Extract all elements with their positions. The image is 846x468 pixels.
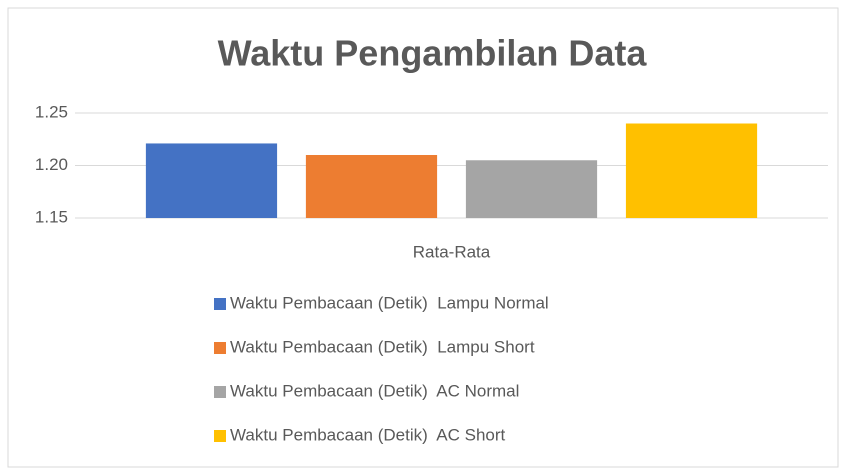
y-tick-label: 1.15 (35, 207, 68, 226)
chart-title: Waktu Pengambilan Data (218, 33, 648, 74)
legend-swatch (214, 430, 226, 442)
bar (145, 143, 278, 218)
y-tick-label: 1.25 (35, 102, 68, 121)
bar (465, 160, 598, 218)
y-tick-label: 1.20 (35, 155, 68, 174)
legend-label: Waktu Pembacaan (Detik) Lampu Normal (230, 293, 549, 312)
bar (625, 123, 758, 218)
chart-frame (7, 7, 839, 468)
legend-swatch (214, 298, 226, 310)
legend-label: Waktu Pembacaan (Detik) AC Normal (230, 381, 519, 400)
x-tick-label: Rata-Rata (413, 242, 491, 261)
legend-swatch (214, 386, 226, 398)
bar (305, 155, 438, 218)
legend-swatch (214, 342, 226, 354)
legend-label: Waktu Pembacaan (Detik) Lampu Short (230, 337, 535, 356)
legend-label: Waktu Pembacaan (Detik) AC Short (230, 425, 506, 444)
